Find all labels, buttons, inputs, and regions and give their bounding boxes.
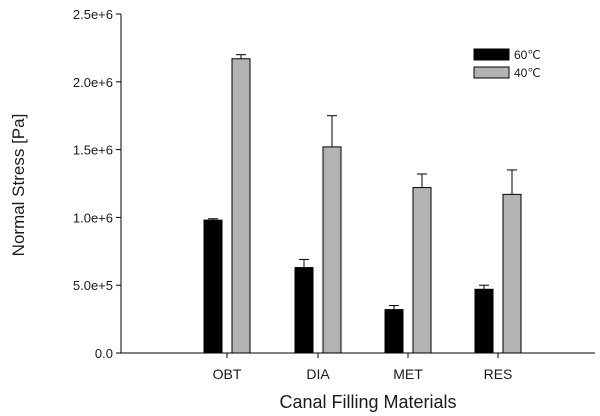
x-ticks: OBT DIA MET RES: [213, 353, 513, 382]
x-tick-label-obt: OBT: [213, 366, 242, 382]
legend-label-40: 40℃: [514, 66, 541, 80]
legend-label-60: 60℃: [514, 48, 541, 62]
y-tick-label: 5.0e+5: [73, 278, 113, 293]
legend-swatch-60: [473, 48, 510, 61]
y-tick-label: 2.0e+6: [73, 75, 113, 90]
y-tick-label: 1.0e+6: [73, 210, 113, 225]
y-tick-label: 1.5e+6: [73, 143, 113, 158]
bar-obt-1: [231, 58, 251, 354]
bar-dia-1: [322, 146, 342, 354]
y-ticks: 0.0 5.0e+5 1.0e+6 1.5e+6 2.0e+6 2.5e+6: [73, 7, 121, 361]
bar-res-0: [474, 288, 494, 354]
x-tick-label-dia: DIA: [306, 366, 330, 382]
bars: [203, 54, 522, 354]
x-axis-title: Canal Filling Materials: [279, 392, 456, 412]
bar-met-0: [384, 309, 404, 354]
bar-met-1: [412, 187, 432, 354]
bar-dia-0: [294, 267, 314, 354]
legend-swatch-40: [473, 66, 510, 79]
legend: 60℃ 40℃: [473, 48, 541, 80]
y-tick-label: 0.0: [95, 346, 113, 361]
axes: [120, 14, 595, 354]
bar-res-1: [502, 193, 522, 354]
x-tick-label-res: RES: [484, 366, 513, 382]
x-tick-label-met: MET: [393, 366, 423, 382]
y-tick-label: 2.5e+6: [73, 7, 113, 22]
y-axis-title: Normal Stress [Pa]: [9, 114, 28, 257]
bar-obt-0: [203, 219, 223, 354]
